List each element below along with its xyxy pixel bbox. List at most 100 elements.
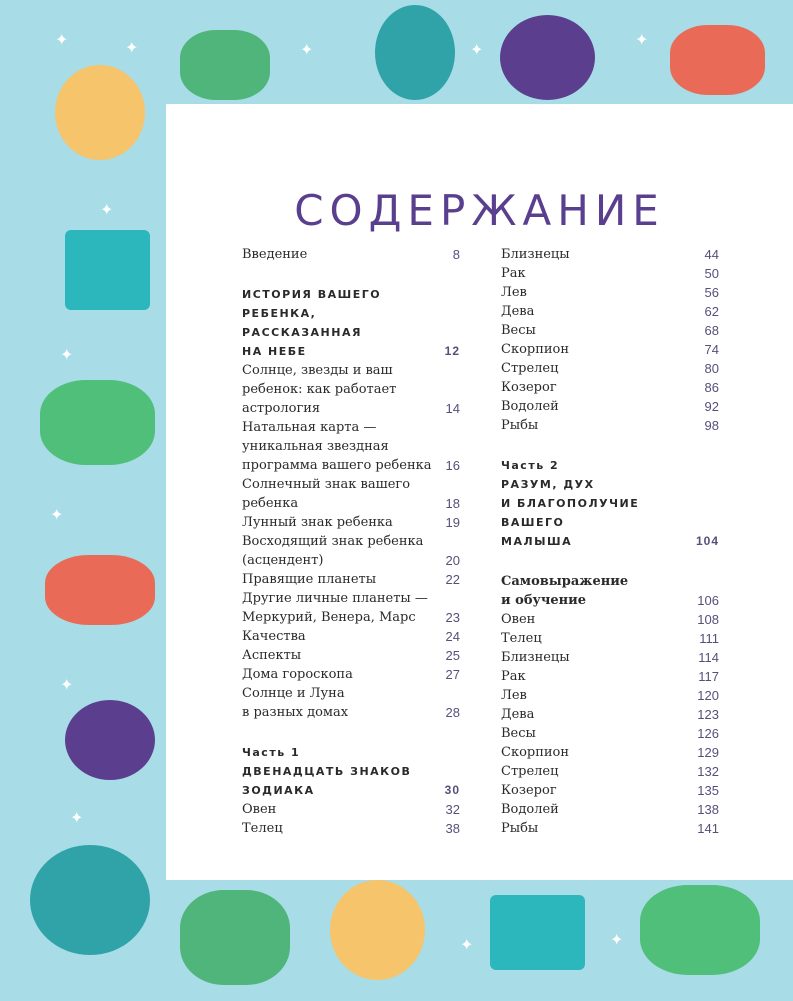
toc-entry[interactable]: Рыбы 98 bbox=[501, 416, 719, 435]
toc-entry[interactable]: Козерог 135 bbox=[501, 781, 719, 800]
toc-entry[interactable]: Овен 32 bbox=[242, 800, 460, 819]
toc-entry[interactable]: Лев 120 bbox=[501, 686, 719, 705]
toc-entry-line: И БЛАГОПОЛУЧИЕ bbox=[501, 497, 640, 510]
toc-page-number: 50 bbox=[704, 266, 719, 281]
toc-entry[interactable]: Натальная карта — уникальная звездная прог… bbox=[242, 418, 460, 475]
star-icon: ✦ bbox=[50, 505, 64, 524]
bull-illustration-2 bbox=[640, 885, 760, 975]
toc-entry[interactable]: Солнце и Луна в разных домах 28 bbox=[242, 684, 460, 722]
toc-entry[interactable]: Близнецы 44 bbox=[501, 245, 719, 264]
toc-page-number: 86 bbox=[704, 380, 719, 395]
toc-entry-line: МАЛЫША bbox=[501, 535, 573, 548]
toc-page-number: 104 bbox=[695, 534, 719, 548]
toc-page-number: 12 bbox=[444, 344, 460, 358]
toc-entry[interactable]: Скорпион 74 bbox=[501, 340, 719, 359]
toc-page-number: 132 bbox=[697, 764, 719, 779]
toc-entry-title: Водолей bbox=[501, 397, 559, 416]
toc-page-number: 56 bbox=[704, 285, 719, 300]
toc-entry[interactable]: Козерог 86 bbox=[501, 378, 719, 397]
toc-entry[interactable]: Самовыражение и обучение 106 bbox=[501, 572, 719, 610]
toc-entry[interactable]: Телец 38 bbox=[242, 819, 460, 838]
toc-entry-title: Весы bbox=[501, 724, 536, 743]
toc-entry[interactable]: Дева 62 bbox=[501, 302, 719, 321]
toc-page-number: 14 bbox=[445, 401, 460, 416]
toc-page-number: 24 bbox=[445, 629, 460, 644]
toc-page-number: 25 bbox=[445, 648, 460, 663]
toc-entry-line: ИСТОРИЯ ВАШЕГО bbox=[242, 288, 382, 301]
toc-entry-title: Натальная карта — уникальная звездная прог… bbox=[242, 418, 432, 475]
toc-entry-line: Весы bbox=[501, 323, 536, 338]
toc-entry-line: ДВЕНАДЦАТЬ ЗНАКОВ bbox=[242, 765, 412, 778]
toc-entry[interactable]: Рак 50 bbox=[501, 264, 719, 283]
toc-entry[interactable]: Скорпион 129 bbox=[501, 743, 719, 762]
toc-entry-line: Телец bbox=[242, 821, 283, 836]
toc-entry[interactable]: Часть 2 bbox=[501, 456, 719, 475]
star-icon: ✦ bbox=[70, 808, 84, 827]
toc-entry[interactable]: Рыбы 141 bbox=[501, 819, 719, 838]
toc-entry-line: Близнецы bbox=[501, 247, 570, 262]
toc-entry-line: Аспекты bbox=[242, 648, 302, 663]
toc-entry[interactable]: Водолей 92 bbox=[501, 397, 719, 416]
toc-entry-title: Другие личные планеты — Меркурий, Венера,… bbox=[242, 589, 428, 627]
toc-entry-line: Солнце и Луна bbox=[242, 686, 345, 701]
toc-page-number: 20 bbox=[445, 553, 460, 568]
toc-page-number: 92 bbox=[704, 399, 719, 414]
toc-entry[interactable]: Стрелец 80 bbox=[501, 359, 719, 378]
toc-entry-line: Восходящий знак ребенка bbox=[242, 534, 424, 549]
star-icon: ✦ bbox=[470, 40, 484, 59]
star-icon: ✦ bbox=[300, 40, 314, 59]
toc-entry[interactable]: Рак 117 bbox=[501, 667, 719, 686]
toc-entry[interactable]: Водолей 138 bbox=[501, 800, 719, 819]
toc-entry-title: Скорпион bbox=[501, 743, 569, 762]
toc-entry[interactable]: Лунный знак ребенка 19 bbox=[242, 513, 460, 532]
toc-page-number: 32 bbox=[445, 802, 460, 817]
toc-entry[interactable]: Качества 24 bbox=[242, 627, 460, 646]
toc-entry[interactable]: Введение 8 bbox=[242, 245, 460, 264]
toc-page-number: 23 bbox=[445, 610, 460, 625]
toc-entry[interactable]: Правящие планеты 22 bbox=[242, 570, 460, 589]
toc-entry[interactable]: Солнце, звезды и ваш ребенок: как работае… bbox=[242, 361, 460, 418]
toc-page-number: 27 bbox=[445, 667, 460, 682]
toc-entry[interactable]: Стрелец 132 bbox=[501, 762, 719, 781]
toc-entry-line: Водолей bbox=[501, 399, 559, 414]
toc-entry-line: Самовыражение bbox=[501, 574, 629, 589]
toc-entry[interactable]: Близнецы 114 bbox=[501, 648, 719, 667]
toc-entry[interactable]: Лев 56 bbox=[501, 283, 719, 302]
toc-entry[interactable]: Аспекты 25 bbox=[242, 646, 460, 665]
toc-entry-title: Овен bbox=[501, 610, 535, 629]
galaxy-stone-illustration bbox=[500, 15, 595, 100]
toc-page-number: 80 bbox=[704, 361, 719, 376]
toc-entry-line: Скорпион bbox=[501, 342, 570, 357]
toc-entry-line: Стрелец bbox=[501, 361, 559, 376]
star-icon: ✦ bbox=[460, 935, 474, 954]
toc-entry[interactable]: Солнечный знак вашего ребенка 18 bbox=[242, 475, 460, 513]
toc-entry-title: Телец bbox=[501, 629, 542, 648]
toc-entry-title: Восходящий знак ребенка (асцендент) bbox=[242, 532, 423, 570]
toc-entry-title: ИСТОРИЯ ВАШЕГО РЕБЕНКА, РАССКАЗАННАЯ НА НЕБ… bbox=[242, 285, 381, 361]
toc-right-column: Близнецы 44 Рак 50 Лев 56 Дева 62 Весы 68 Скорпион… bbox=[501, 245, 719, 838]
toc-entry[interactable]: Часть 1 bbox=[242, 743, 460, 762]
toc-page-number: 44 bbox=[704, 247, 719, 262]
toc-entry-line: РАССКАЗАННАЯ bbox=[242, 326, 362, 339]
toc-entry[interactable]: ДВЕНАДЦАТЬ ЗНАКОВ ЗОДИАКА 30 bbox=[242, 762, 460, 800]
toc-entry-title: Часть 1 bbox=[242, 743, 300, 762]
toc-entry-line: Дева bbox=[501, 304, 535, 319]
toc-entry[interactable]: Весы 68 bbox=[501, 321, 719, 340]
toc-entry[interactable]: Восходящий знак ребенка (асцендент) 20 bbox=[242, 532, 460, 570]
toc-entry-line: РАЗУМ, ДУХ bbox=[501, 478, 595, 491]
toc-entry[interactable]: Дева 123 bbox=[501, 705, 719, 724]
toc-entry[interactable]: РАЗУМ, ДУХ И БЛАГОПОЛУЧИЕ ВАШЕГО МАЛЫША 104 bbox=[501, 475, 719, 551]
toc-entry[interactable]: Дома гороскопа 27 bbox=[242, 665, 460, 684]
toc-entry-title: Стрелец bbox=[501, 762, 558, 781]
toc-entry[interactable]: Овен 108 bbox=[501, 610, 719, 629]
toc-page-number: 74 bbox=[704, 342, 719, 357]
toc-entry[interactable]: Весы 126 bbox=[501, 724, 719, 743]
toc-entry[interactable]: Телец 111 bbox=[501, 629, 719, 648]
toc-entry[interactable]: Другие личные планеты — Меркурий, Венера,… bbox=[242, 589, 460, 627]
star-icon: ✦ bbox=[100, 200, 114, 219]
toc-entry[interactable]: ИСТОРИЯ ВАШЕГО РЕБЕНКА, РАССКАЗАННАЯ НА НЕБ… bbox=[242, 285, 460, 361]
toc-entry-title: Часть 2 bbox=[501, 456, 559, 475]
toc-entry-line: Дома гороскопа bbox=[242, 667, 353, 682]
toc-entry-title: Солнце и Луна в разных домах bbox=[242, 684, 348, 722]
toc-entry-line: Меркурий, Венера, Марс bbox=[242, 610, 416, 625]
